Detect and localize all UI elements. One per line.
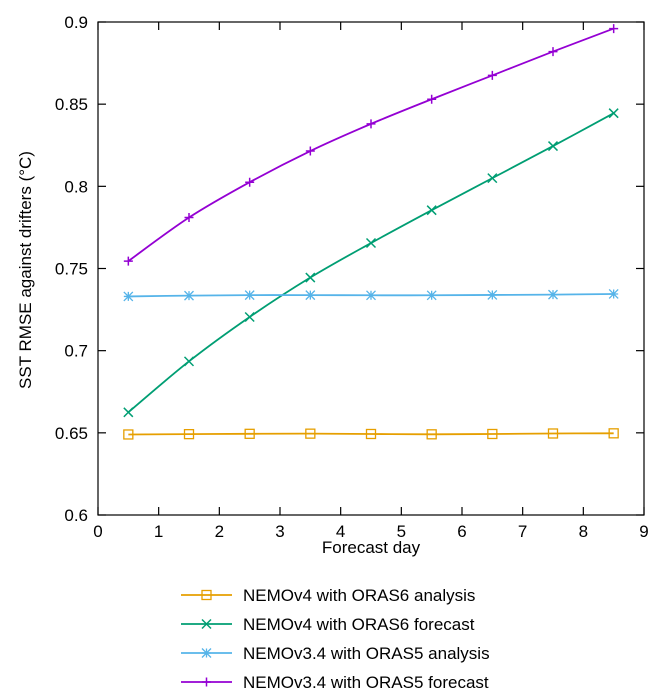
- data-point: [183, 428, 195, 440]
- data-point: [365, 237, 377, 249]
- x-tick-label: 7: [518, 522, 527, 541]
- data-point: [487, 428, 498, 440]
- legend-marker: [201, 648, 212, 658]
- x-tick-label: 0: [93, 522, 102, 541]
- y-tick-label: 0.6: [64, 506, 88, 525]
- data-point: [487, 173, 498, 184]
- data-point: [609, 24, 619, 34]
- x-tick-label: 8: [579, 522, 588, 541]
- data-point: [184, 213, 194, 223]
- legend-entry-4: NEMOv3.4 with ORAS5 forecast: [181, 673, 489, 692]
- data-point: [427, 94, 437, 104]
- legend-entry-2: NEMOv4 with ORAS6 forecast: [181, 615, 475, 634]
- data-point: [548, 289, 558, 300]
- data-point: [547, 428, 559, 439]
- legend-marker: [201, 618, 212, 630]
- x-tick-label: 2: [215, 522, 224, 541]
- legend-label: NEMOv4 with ORAS6 forecast: [243, 615, 475, 634]
- y-tick-label: 0.65: [55, 424, 88, 443]
- data-point: [426, 429, 437, 440]
- series-2: [123, 108, 619, 418]
- x-tick-label: 3: [275, 522, 284, 541]
- x-axis-title: Forecast day: [322, 538, 421, 557]
- data-point: [244, 311, 255, 323]
- data-point: [547, 141, 559, 152]
- legend-entry-3: NEMOv3.4 with ORAS5 analysis: [181, 644, 490, 663]
- series-line: [127, 27, 614, 262]
- data-point: [426, 290, 437, 301]
- x-tick-label: 6: [457, 522, 466, 541]
- data-point: [305, 146, 315, 156]
- legend: NEMOv4 with ORAS6 analysis NEMOv4 with OR…: [181, 586, 490, 692]
- data-point: [123, 256, 133, 266]
- data-point: [608, 108, 619, 119]
- legend-entry-1: NEMOv4 with ORAS6 analysis: [181, 586, 475, 605]
- data-point: [123, 429, 134, 440]
- data-point: [305, 428, 316, 439]
- x-tick-label: 9: [639, 522, 648, 541]
- legend-label: NEMOv3.4 with ORAS5 analysis: [243, 644, 490, 663]
- data-series: [123, 24, 619, 440]
- data-point: [366, 290, 376, 301]
- series-line: [127, 112, 615, 413]
- data-point: [123, 291, 134, 302]
- y-tick-label: 0.8: [64, 177, 88, 196]
- y-tick-label: 0.85: [55, 95, 88, 114]
- data-point: [487, 289, 498, 300]
- legend-label: NEMOv3.4 with ORAS5 forecast: [243, 673, 489, 692]
- legend-label: NEMOv4 with ORAS6 analysis: [243, 586, 475, 605]
- data-point: [305, 290, 316, 301]
- data-point: [608, 289, 619, 299]
- data-point: [244, 428, 255, 439]
- data-point: [366, 119, 376, 129]
- data-point: [426, 205, 437, 216]
- data-point: [487, 70, 497, 80]
- data-point: [245, 177, 255, 187]
- legend-marker: [201, 589, 212, 601]
- series-4: [123, 24, 619, 266]
- data-point: [123, 407, 134, 418]
- axes: [97, 21, 645, 516]
- data-point: [184, 290, 194, 301]
- legend-marker: [202, 677, 211, 687]
- axis-ticks: 0 1 2 3 4 5 6 7 8 9 0.6 0.65 0.7 0.75 0.8 0.85 0.9: [55, 13, 649, 541]
- series-1: [123, 428, 619, 440]
- data-point: [244, 290, 255, 301]
- y-tick-label: 0.9: [64, 13, 88, 32]
- y-tick-label: 0.7: [64, 342, 88, 361]
- data-point: [183, 356, 195, 367]
- y-axis-title: SST RMSE against drifters (°C): [16, 151, 35, 389]
- x-tick-label: 5: [397, 522, 406, 541]
- data-point: [365, 428, 377, 440]
- data-point: [305, 272, 316, 283]
- x-tick-label: 1: [154, 522, 163, 541]
- x-tick-label: 4: [336, 522, 345, 541]
- plot-frame: [97, 21, 645, 516]
- data-point: [548, 47, 558, 57]
- series-line: [128, 432, 614, 436]
- data-point: [608, 428, 619, 439]
- series-3: [123, 289, 619, 302]
- y-tick-label: 0.75: [55, 260, 88, 279]
